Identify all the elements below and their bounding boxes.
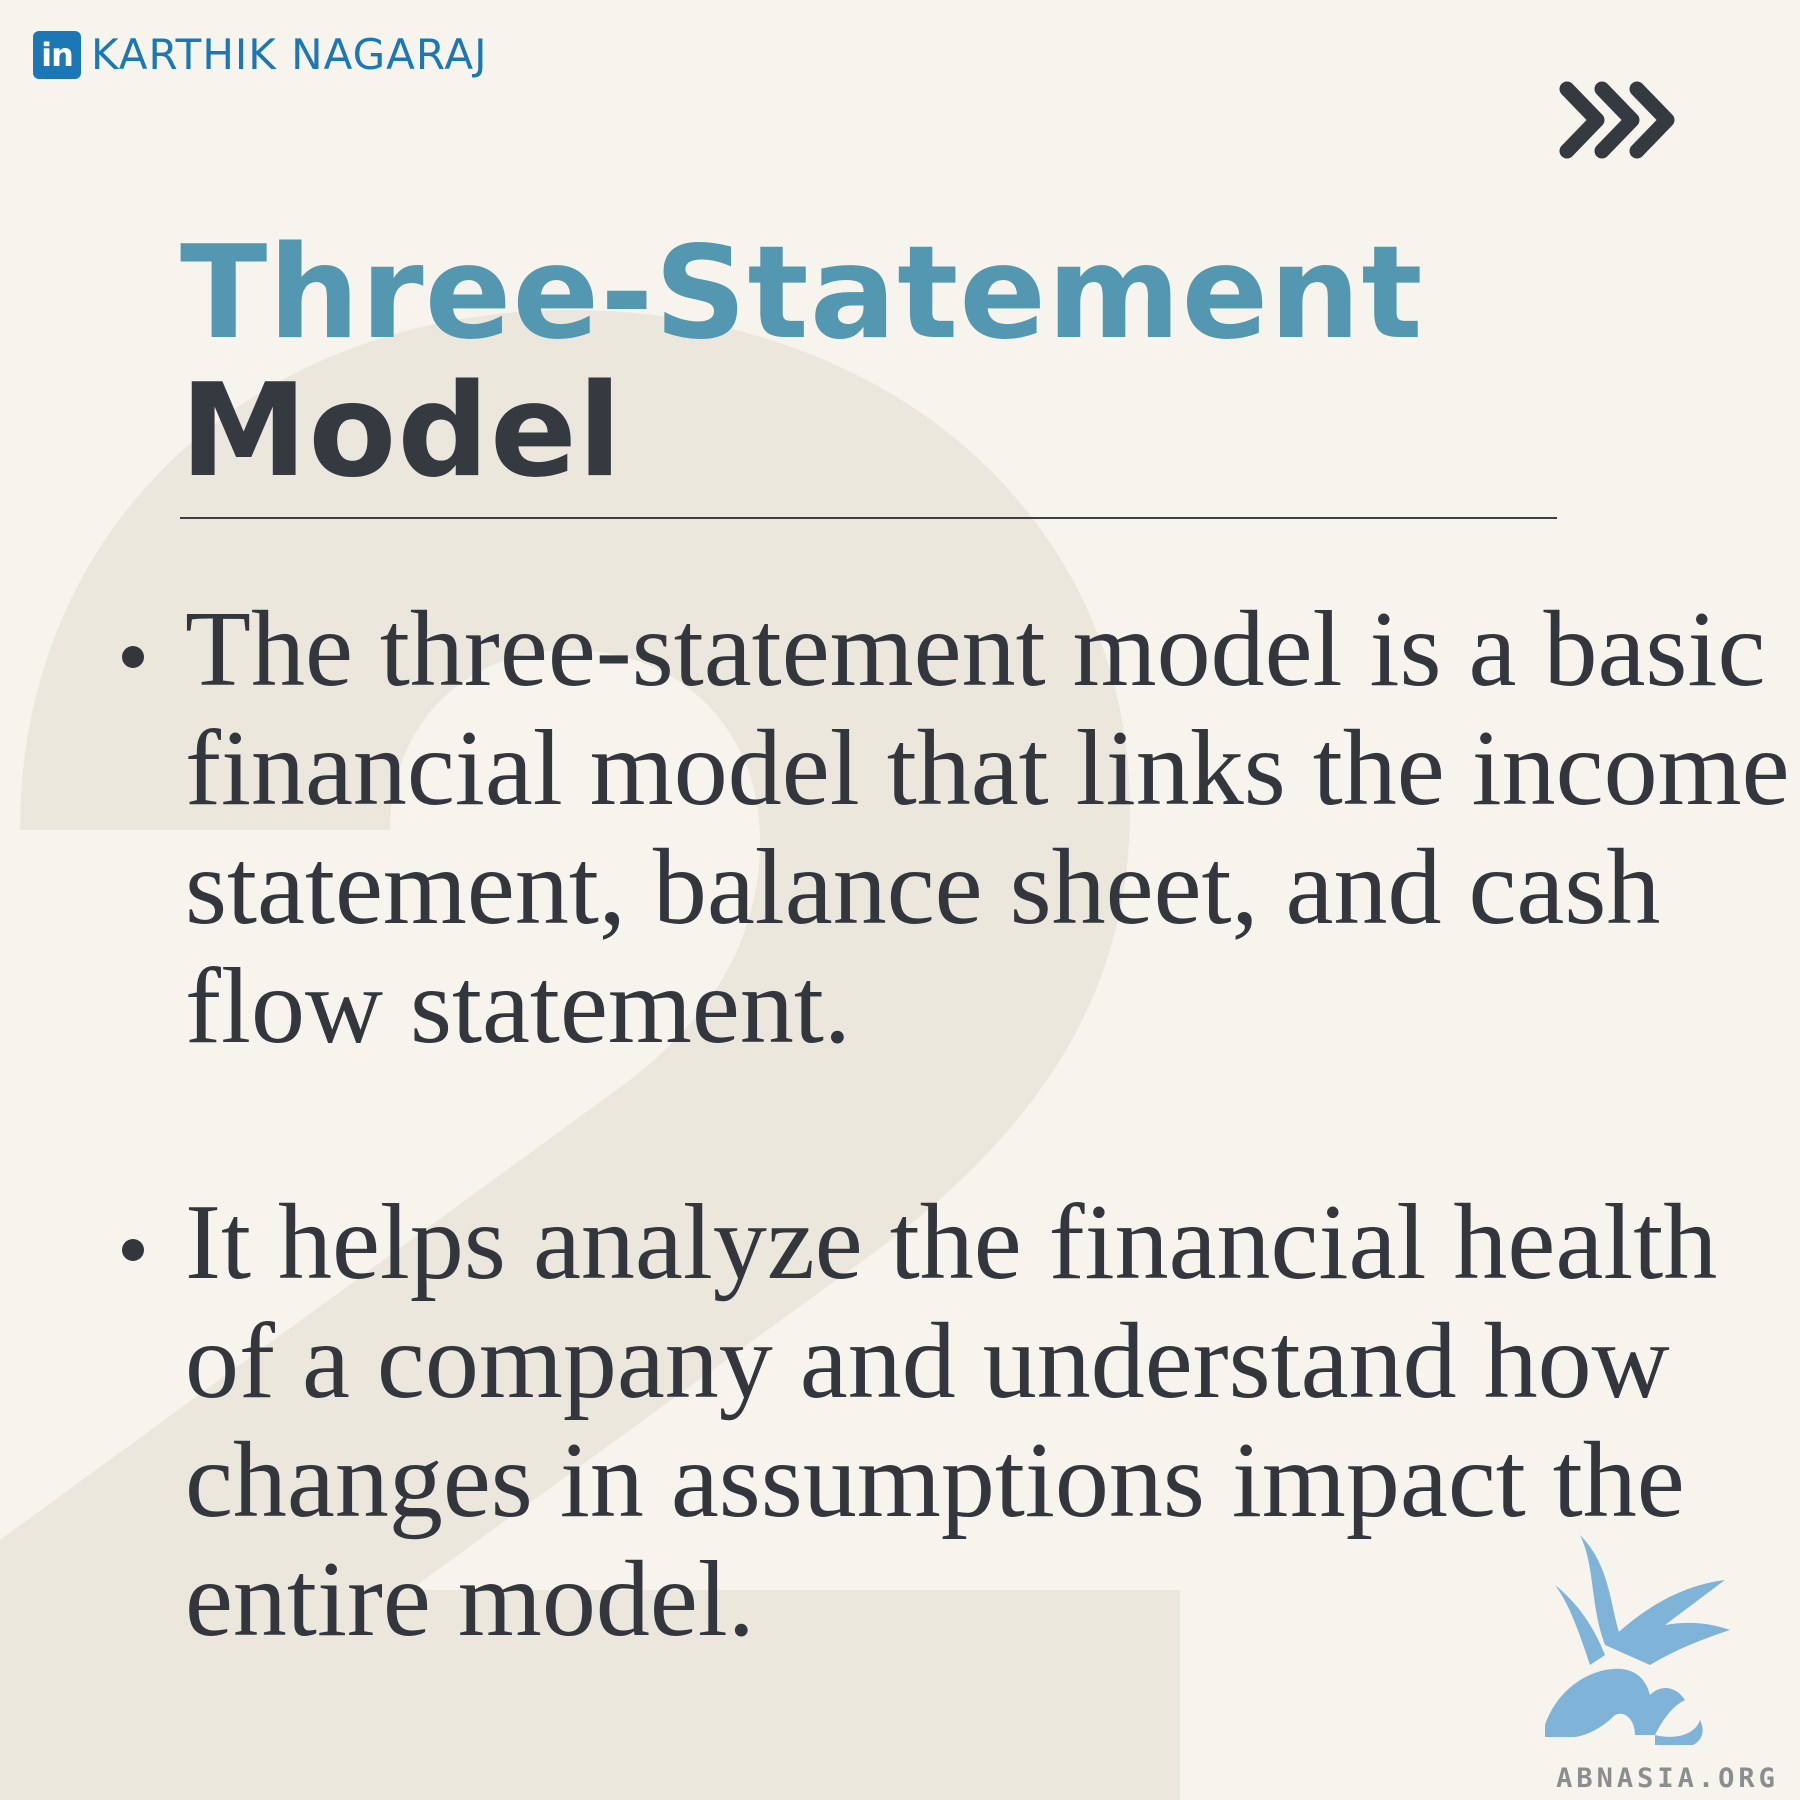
griffin-logo-icon	[1535, 1525, 1735, 1755]
bullet-text: It helps analyze the financial health of…	[185, 1183, 1717, 1659]
bullet-text: The three-statement model is a basic fin…	[185, 590, 1790, 1066]
author-name: KARTHIK NAGARAJ	[91, 30, 487, 79]
bullet-item: The three-statement model is a basic fin…	[110, 590, 1790, 1066]
title-line-accent: Three-Statement	[180, 225, 1424, 363]
watermark: ABNASIA.ORG	[1535, 1525, 1800, 1800]
page-title: Three-Statement Model	[180, 225, 1424, 501]
triple-chevron-right-icon[interactable]	[1555, 75, 1685, 165]
linkedin-icon[interactable]: in	[33, 31, 81, 79]
bullet-dot	[122, 646, 144, 668]
bullet-dot	[122, 1239, 144, 1261]
author-header: in KARTHIK NAGARAJ	[33, 30, 487, 79]
watermark-text: ABNASIA.ORG	[1535, 1763, 1800, 1794]
title-divider	[180, 517, 1557, 519]
title-line-dark: Model	[180, 363, 1424, 501]
